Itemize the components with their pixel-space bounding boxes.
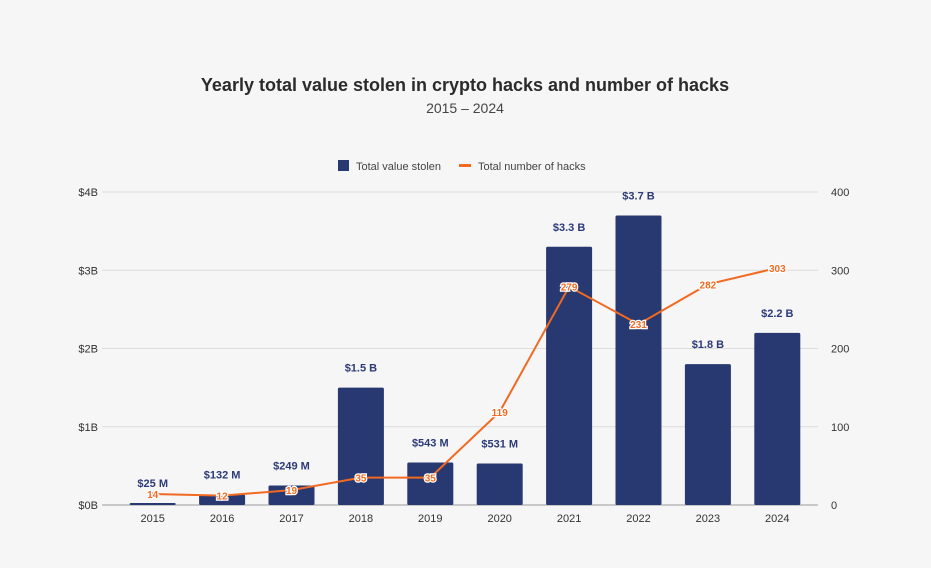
legend-swatch-bar bbox=[338, 160, 349, 171]
bar-data-label: $3.7 B bbox=[622, 190, 654, 202]
x-axis-tick-label: 2016 bbox=[210, 513, 234, 525]
bar bbox=[615, 215, 662, 505]
line-point bbox=[220, 494, 224, 498]
line-point bbox=[290, 488, 293, 492]
line-data-label: 279 bbox=[561, 283, 578, 294]
legend: Total value stolen Total number of hacks bbox=[338, 160, 586, 173]
line-data-label: 119 bbox=[492, 408, 509, 419]
bar bbox=[684, 364, 731, 505]
line-data-label: 12 bbox=[217, 492, 229, 503]
line-point bbox=[151, 492, 155, 496]
legend-label-bar: Total value stolen bbox=[356, 161, 441, 173]
line-data-label: 282 bbox=[700, 280, 717, 291]
line-data-label: 35 bbox=[425, 474, 437, 485]
left-axis-tick-label: $4B bbox=[78, 187, 98, 199]
right-axis-tick-label: 300 bbox=[831, 265, 849, 277]
line-data-label: 303 bbox=[769, 264, 786, 275]
bar-data-label: $1.8 B bbox=[692, 339, 724, 351]
bar-data-label: $25 M bbox=[137, 478, 168, 490]
bar-data-label: $249 M bbox=[273, 461, 310, 473]
legend-label-line: Total number of hacks bbox=[478, 161, 586, 173]
chart-title: Yearly total value stolen in crypto hack… bbox=[201, 75, 729, 95]
x-axis-tick-label: 2019 bbox=[418, 513, 442, 525]
right-axis-tick-label: 200 bbox=[831, 344, 849, 356]
bar bbox=[199, 494, 246, 505]
right-axis-tick-label: 0 bbox=[831, 500, 837, 512]
line-point bbox=[775, 266, 779, 270]
bar bbox=[129, 503, 176, 505]
right-axis-tick-label: 100 bbox=[831, 422, 849, 434]
line-data-label: 14 bbox=[147, 490, 159, 501]
x-axis-tick-label: 2018 bbox=[349, 513, 373, 525]
x-axis-tick-label: 2015 bbox=[140, 513, 164, 525]
bar bbox=[407, 462, 454, 505]
bar bbox=[754, 332, 801, 505]
x-axis-tick-label: 2022 bbox=[626, 513, 650, 525]
line-point bbox=[428, 476, 432, 480]
bar-data-label: $543 M bbox=[412, 438, 449, 450]
bar-data-label: $3.3 B bbox=[553, 222, 585, 234]
left-axis-tick-label: $2B bbox=[78, 344, 98, 356]
x-axis-tick-label: 2017 bbox=[279, 513, 303, 525]
bar-data-label: $531 M bbox=[481, 438, 518, 450]
right-axis-tick-label: 400 bbox=[831, 187, 849, 199]
bar-data-label: $1.5 B bbox=[345, 363, 377, 375]
line-data-label: 35 bbox=[355, 474, 367, 485]
left-axis-tick-label: $3B bbox=[78, 265, 98, 277]
line-data-label: 19 bbox=[286, 486, 298, 497]
left-axis-tick-label: $1B bbox=[78, 422, 98, 434]
line-point bbox=[359, 476, 363, 480]
line-point bbox=[498, 410, 502, 414]
bar bbox=[337, 387, 384, 505]
bar bbox=[546, 246, 593, 505]
bar-data-label: $132 M bbox=[204, 470, 241, 482]
left-axis-tick-label: $0B bbox=[78, 500, 98, 512]
line-point bbox=[637, 322, 640, 326]
x-axis-tick-label: 2024 bbox=[765, 513, 789, 525]
line-point bbox=[567, 285, 571, 289]
x-axis-tick-label: 2021 bbox=[557, 513, 581, 525]
line-point bbox=[706, 282, 710, 286]
x-axis-tick-label: 2020 bbox=[487, 513, 511, 525]
legend-swatch-line bbox=[459, 164, 471, 167]
bar bbox=[476, 463, 523, 505]
chart-subtitle: 2015 – 2024 bbox=[426, 100, 504, 116]
line-data-label: 231 bbox=[630, 320, 647, 331]
x-axis-tick-label: 2023 bbox=[696, 513, 720, 525]
line-series bbox=[152, 266, 778, 497]
bar-data-label: $2.2 B bbox=[761, 308, 793, 320]
